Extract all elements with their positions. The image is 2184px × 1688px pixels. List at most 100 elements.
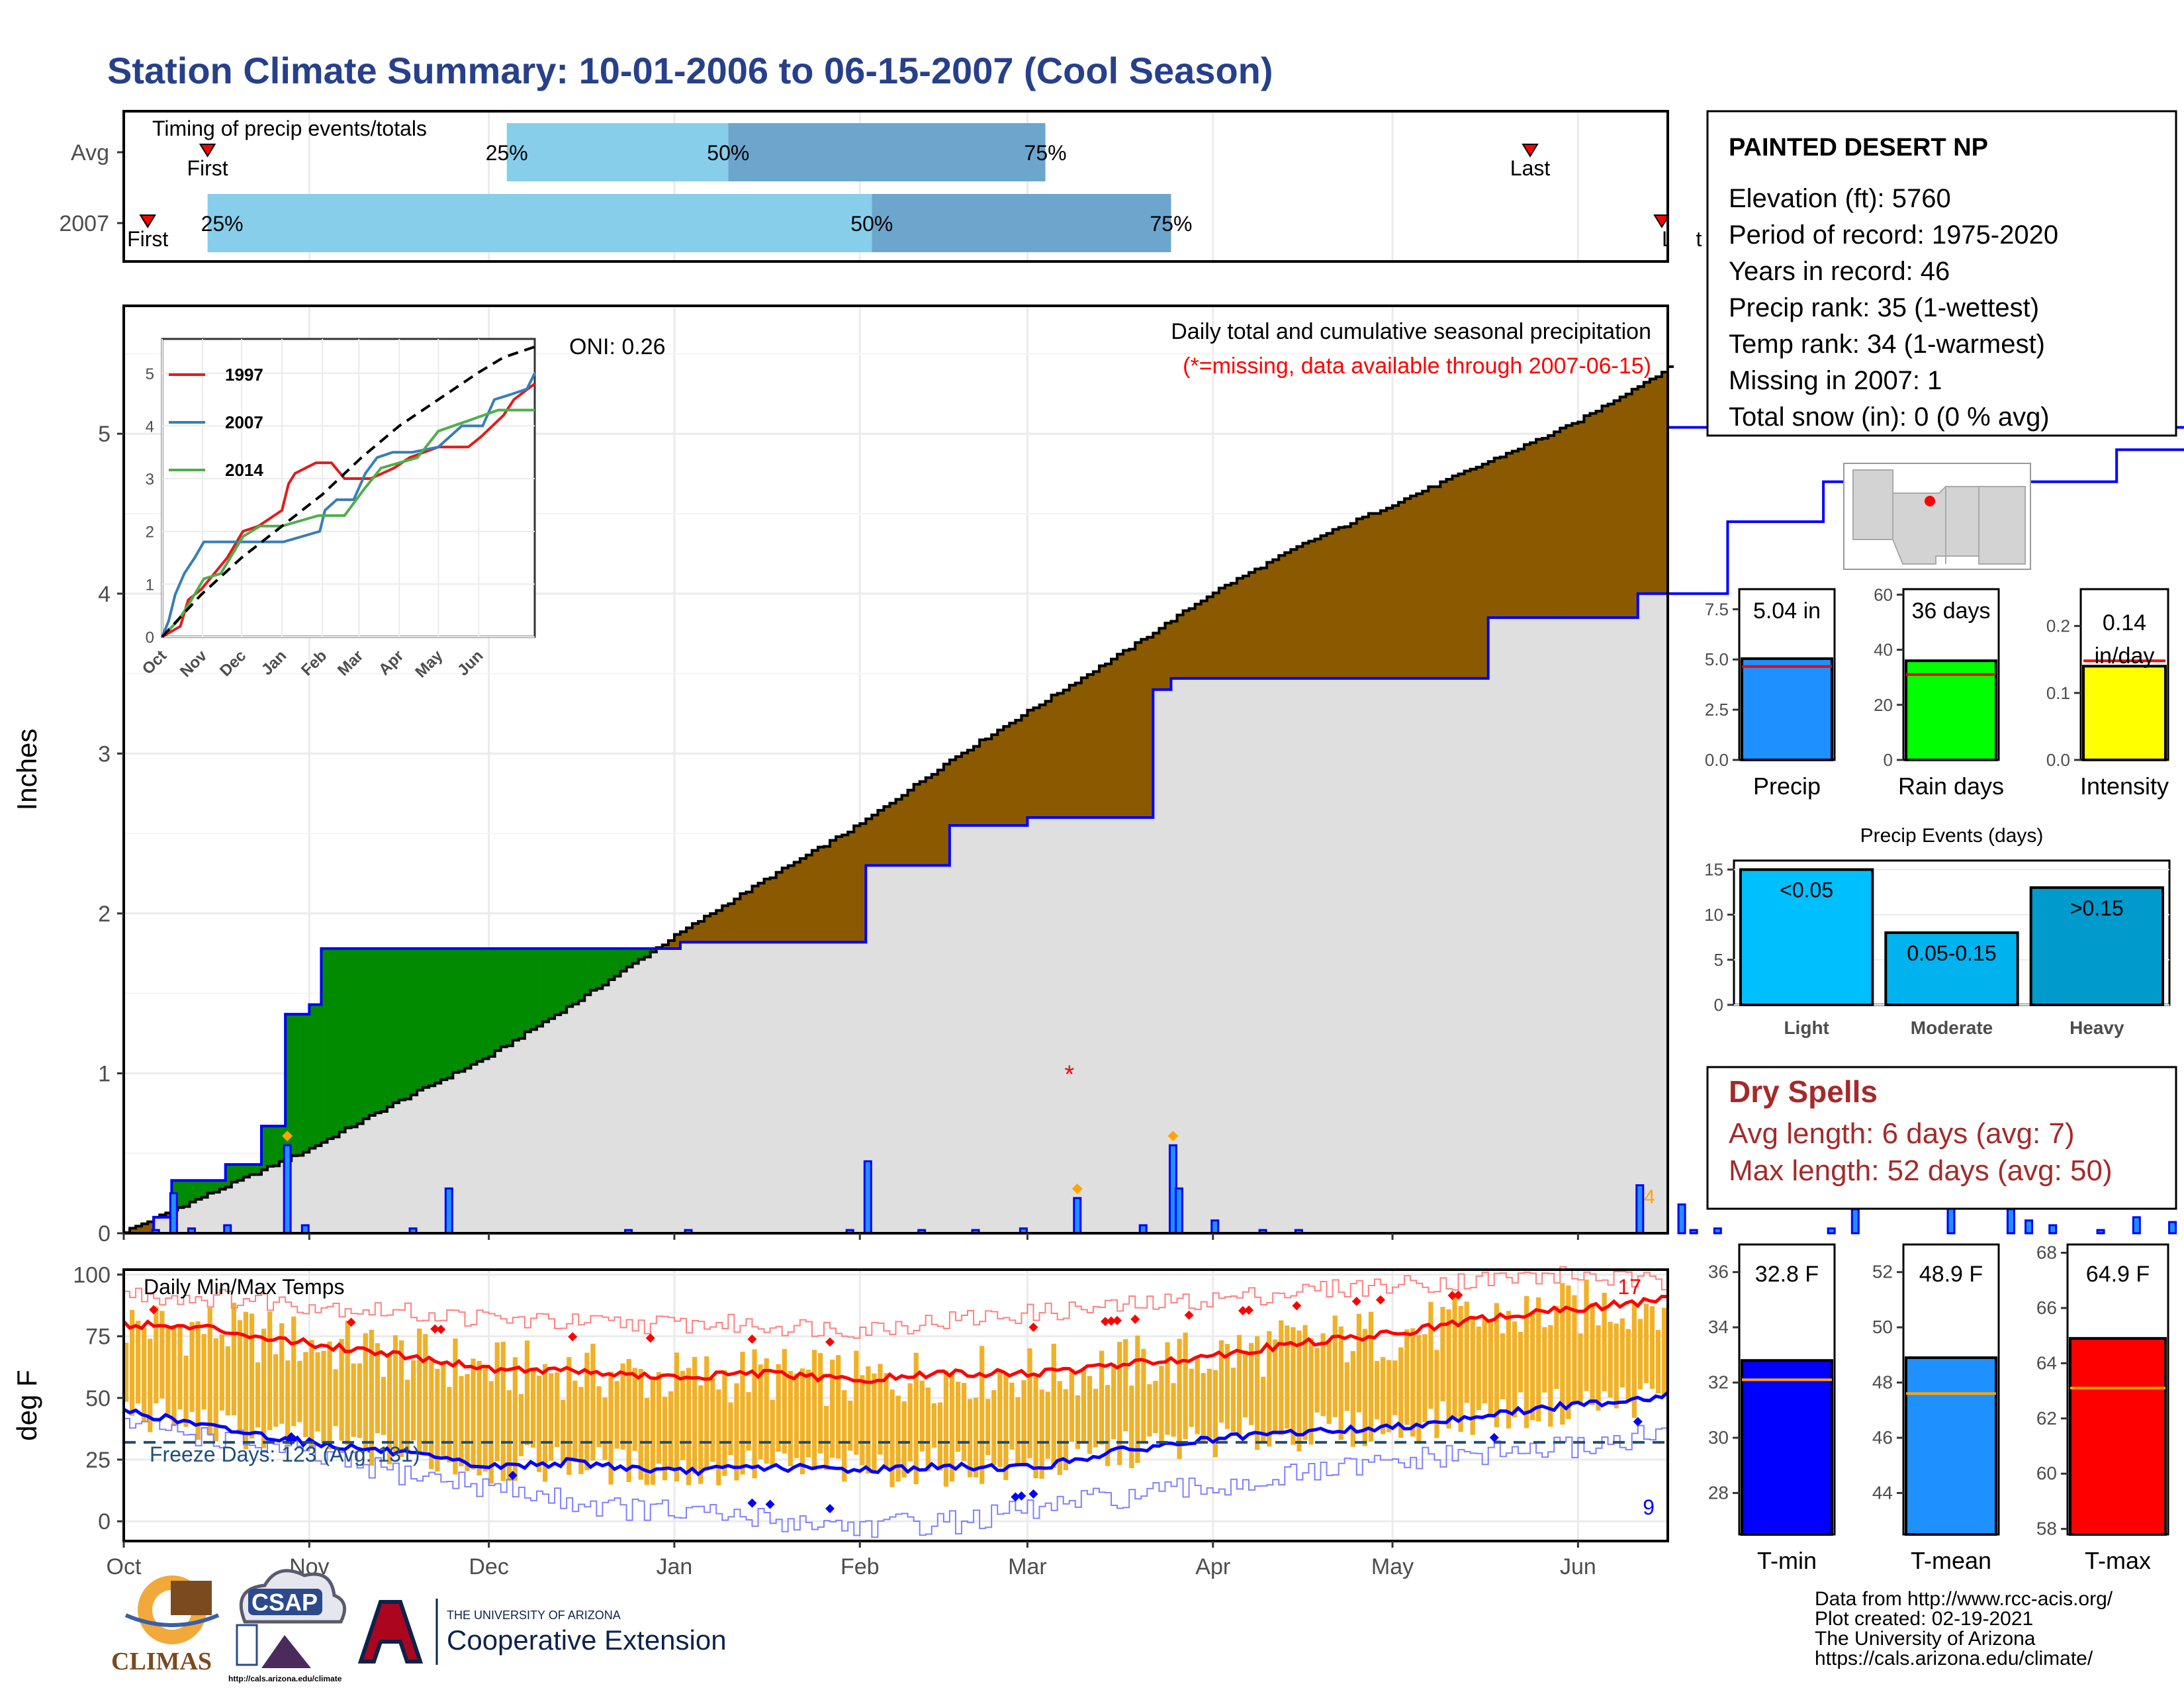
base-fill — [1608, 618, 1615, 1233]
daily-temp-bar — [1655, 1330, 1661, 1393]
base-fill — [668, 949, 675, 1233]
temps-y-tick-label: 100 — [73, 1262, 111, 1288]
base-fill — [1410, 678, 1417, 1233]
base-fill — [811, 942, 819, 1233]
daily-temp-bar — [758, 1364, 763, 1460]
base-fill — [351, 1127, 358, 1233]
y-axis-title: Inches — [11, 729, 42, 811]
diff-fill — [524, 949, 531, 1032]
diff-fill — [805, 855, 813, 943]
daily-temp-bar — [1069, 1368, 1074, 1442]
daily-temp-bar — [1344, 1362, 1349, 1411]
base-fill — [339, 1132, 346, 1233]
diff-fill — [405, 949, 412, 1100]
precip-panel-subtitle: (*=missing, data available through 2007-… — [1183, 353, 1651, 379]
diff-fill — [842, 835, 848, 943]
daily-temp-bar — [860, 1375, 865, 1466]
diff-fill — [578, 949, 585, 1001]
base-fill — [620, 971, 627, 1233]
base-fill — [1291, 678, 1297, 1233]
base-fill — [387, 1107, 394, 1233]
diff-fill — [943, 764, 950, 866]
record-high-marker — [1100, 1317, 1110, 1327]
diff-fill — [1261, 568, 1267, 679]
base-fill — [1236, 678, 1244, 1233]
diff-fill — [854, 825, 860, 943]
record-low-marker — [508, 1470, 518, 1480]
daily-temp-bar — [267, 1311, 273, 1430]
base-fill — [872, 865, 878, 1233]
daily-temp-bar — [1033, 1375, 1038, 1479]
daily-temp-bar — [1446, 1309, 1451, 1429]
daily-temp-bar — [955, 1382, 961, 1452]
t-mean-y-tick-label: 50 — [1872, 1317, 1893, 1337]
base-fill — [764, 942, 771, 1233]
diff-fill — [662, 945, 669, 949]
events-bar-label: <0.05 — [1780, 878, 1833, 902]
daily-temp-bar — [375, 1343, 381, 1434]
diff-fill — [1111, 659, 1118, 818]
record-low-marker — [825, 1504, 835, 1514]
diff-fill — [183, 1180, 191, 1207]
daily-temp-bar — [961, 1383, 967, 1462]
timing-panel: 25%50%75%FirstLastAvg25%50%75%FirstLast2… — [59, 110, 1702, 263]
daily-temp-bar — [1261, 1376, 1266, 1442]
daily-temp-bar — [1093, 1388, 1099, 1448]
diff-fill — [237, 1164, 244, 1181]
base-fill — [1021, 825, 1028, 1233]
footer-line-2: Plot created: 02-19-2021 — [1815, 1608, 2033, 1630]
daily-precip-bar — [2096, 1229, 2105, 1235]
diff-fill — [1165, 623, 1172, 690]
base-fill — [985, 825, 992, 1233]
csap-logo-text: CSAP — [251, 1589, 318, 1616]
base-fill — [1386, 678, 1393, 1233]
location-map — [1843, 463, 2031, 570]
diff-fill — [1422, 491, 1429, 679]
base-fill — [453, 1072, 459, 1233]
base-fill — [692, 942, 699, 1233]
daily-precip-bar — [1210, 1219, 1220, 1235]
daily-temp-bar — [542, 1364, 548, 1482]
daily-temp-bar — [1619, 1318, 1625, 1388]
base-fill — [1320, 678, 1328, 1233]
daily-temp-bar — [225, 1346, 230, 1416]
diff-fill — [231, 1164, 238, 1182]
y-tick-label: 5 — [98, 422, 111, 447]
diff-fill — [1530, 442, 1537, 618]
daily-temp-bar — [1201, 1373, 1206, 1441]
base-fill — [500, 1047, 508, 1233]
base-fill — [291, 1155, 298, 1233]
record-high-marker — [149, 1305, 159, 1315]
daily-temp-bar — [333, 1369, 338, 1427]
base-fill — [1542, 618, 1549, 1233]
diff-fill — [435, 949, 441, 1084]
diff-fill — [716, 910, 723, 943]
diff-fill — [1291, 549, 1297, 679]
base-fill — [578, 1000, 585, 1233]
base-fill — [518, 1038, 525, 1233]
record-high-marker — [1184, 1310, 1194, 1320]
daily-temp-bar — [124, 1342, 129, 1402]
record-low-marker — [1028, 1489, 1038, 1499]
diff-fill — [913, 784, 921, 866]
intensity-unit-label: in/day — [2095, 643, 2155, 669]
base-fill — [746, 942, 753, 1233]
base-fill — [728, 942, 735, 1233]
base-fill — [1368, 678, 1375, 1233]
base-fill — [512, 1040, 520, 1233]
base-fill — [1129, 817, 1136, 1233]
daily-temp-bar — [596, 1386, 602, 1448]
base-fill — [1560, 618, 1567, 1233]
record-high-marker — [1447, 1290, 1457, 1300]
base-fill — [955, 825, 962, 1233]
climas-logo-text: CLIMAS — [111, 1648, 212, 1675]
diff-fill — [1380, 510, 1387, 679]
daily-temp-bar — [752, 1349, 757, 1479]
diff-fill — [848, 831, 854, 943]
daily-temp-bar — [937, 1402, 943, 1471]
daily-temp-bar — [1386, 1360, 1392, 1432]
inset-y-tick-label: 5 — [146, 365, 154, 383]
diff-fill — [985, 739, 992, 826]
diff-fill — [1512, 451, 1519, 618]
base-fill — [494, 1051, 502, 1233]
